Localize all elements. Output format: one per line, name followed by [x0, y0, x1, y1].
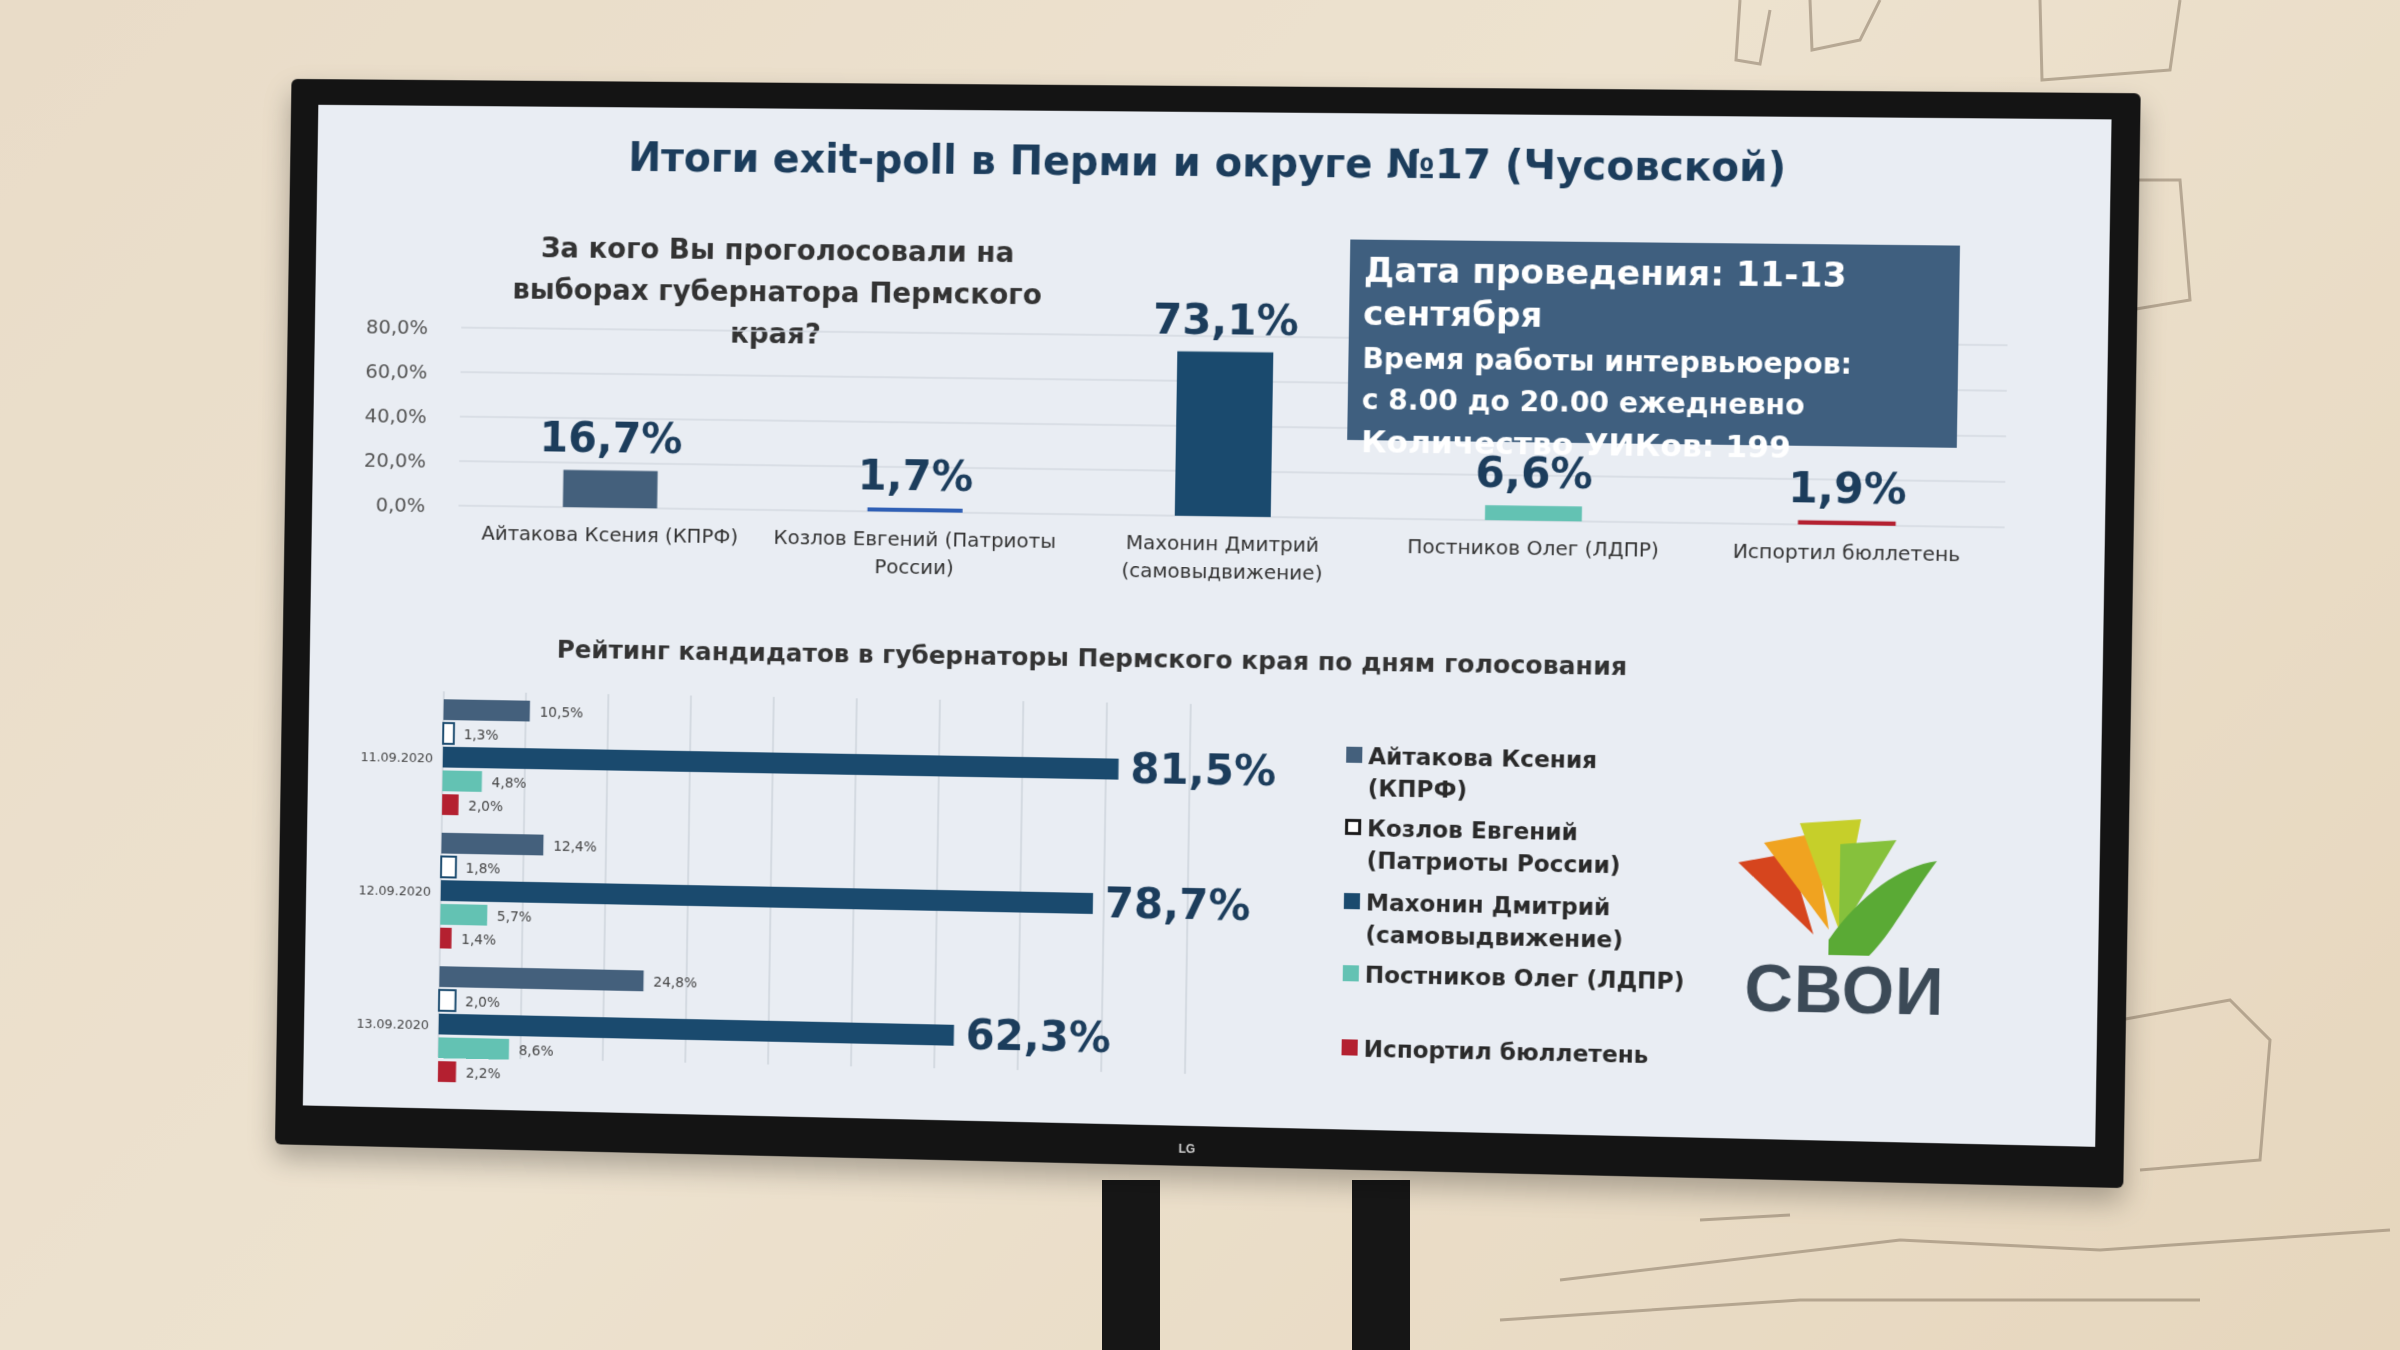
interviewer-hours-label: Время работы интервьюеров:	[1362, 339, 1944, 387]
daily-bar	[442, 794, 459, 815]
daily-bar	[441, 880, 1093, 914]
daily-bar	[443, 699, 530, 721]
daily-value-label: 78,7%	[1105, 878, 1251, 930]
x-gridline	[520, 693, 526, 1059]
daily-value-label: 1,3%	[464, 727, 499, 744]
legend-label: Козлов Евгений (Патриоты России)	[1366, 813, 1700, 884]
legend-item: Айтакова Ксения (КПРФ)	[1345, 741, 1701, 812]
presentation-slide: Итоги exit-poll в Перми и округе №17 (Чу…	[303, 105, 2112, 1147]
legend-swatch	[1343, 965, 1359, 981]
daily-value-label: 24,8%	[653, 975, 697, 992]
daily-value-label: 1,8%	[466, 861, 501, 878]
legend-label: Айтакова Ксения (КПРФ)	[1368, 741, 1702, 812]
daily-bar	[439, 1014, 955, 1046]
daily-value-label: 5,7%	[497, 909, 532, 926]
monitor-frame: LG Итоги exit-poll в Перми и округе №17 …	[275, 79, 2141, 1188]
daily-bar	[442, 770, 482, 791]
legend-item: Махонин Дмитрий (самовыдвижение)	[1343, 887, 1699, 959]
legend-label: Махонин Дмитрий (самовыдвижение)	[1365, 887, 1699, 958]
legend-swatch	[1345, 819, 1361, 835]
x-gridline	[934, 700, 940, 1069]
daily-value-label: 62,3%	[965, 1010, 1111, 1062]
daily-value-label: 4,8%	[492, 775, 527, 792]
survey-date: Дата проведения: 11-13 сентября	[1363, 250, 1946, 342]
x-gridline	[603, 694, 609, 1061]
x-gridline	[851, 698, 857, 1066]
daily-bar	[441, 856, 456, 877]
daily-bar	[440, 904, 487, 926]
daily-bar	[438, 1061, 456, 1082]
uik-count: Количество УИКов: 199	[1361, 420, 1943, 473]
daily-value-label: 8,6%	[519, 1043, 554, 1060]
daily-bar	[438, 1037, 509, 1059]
monitor-stand-right-leg	[1352, 1180, 1410, 1350]
x-gridline	[768, 697, 774, 1065]
daily-bar	[443, 723, 454, 744]
legend-swatch	[1344, 893, 1360, 909]
daily-value-label: 10,5%	[540, 705, 584, 722]
daily-value-label: 81,5%	[1130, 744, 1276, 796]
daily-bar	[439, 990, 456, 1011]
daily-value-label: 2,0%	[468, 799, 503, 816]
date-label: 11.09.2020	[360, 750, 433, 766]
daily-value-label: 2,0%	[465, 994, 500, 1011]
legend-swatch	[1346, 747, 1362, 763]
legend-item: Козлов Евгений (Патриоты России)	[1344, 813, 1700, 884]
daily-bar	[440, 928, 452, 949]
brand-name: СВОИ	[1744, 949, 1945, 1030]
date-label: 13.09.2020	[356, 1017, 429, 1034]
daily-bar	[443, 747, 1119, 780]
x-gridline	[685, 696, 691, 1063]
lg-brand-logo: LG	[1178, 1142, 1195, 1156]
bottom-chart-title: Рейтинг кандидатов в губернаторы Пермско…	[557, 635, 1628, 682]
daily-value-label: 12,4%	[553, 839, 597, 856]
daily-bar	[439, 966, 643, 991]
monitor-stand-left-leg	[1102, 1180, 1160, 1350]
survey-info-box: Дата проведения: 11-13 сентября Время ра…	[1347, 240, 1960, 448]
daily-value-label: 1,4%	[461, 932, 496, 949]
daily-value-label: 2,2%	[466, 1066, 501, 1083]
date-label: 12.09.2020	[358, 883, 431, 899]
daily-bar	[441, 833, 543, 856]
legend-swatch	[1341, 1039, 1357, 1055]
